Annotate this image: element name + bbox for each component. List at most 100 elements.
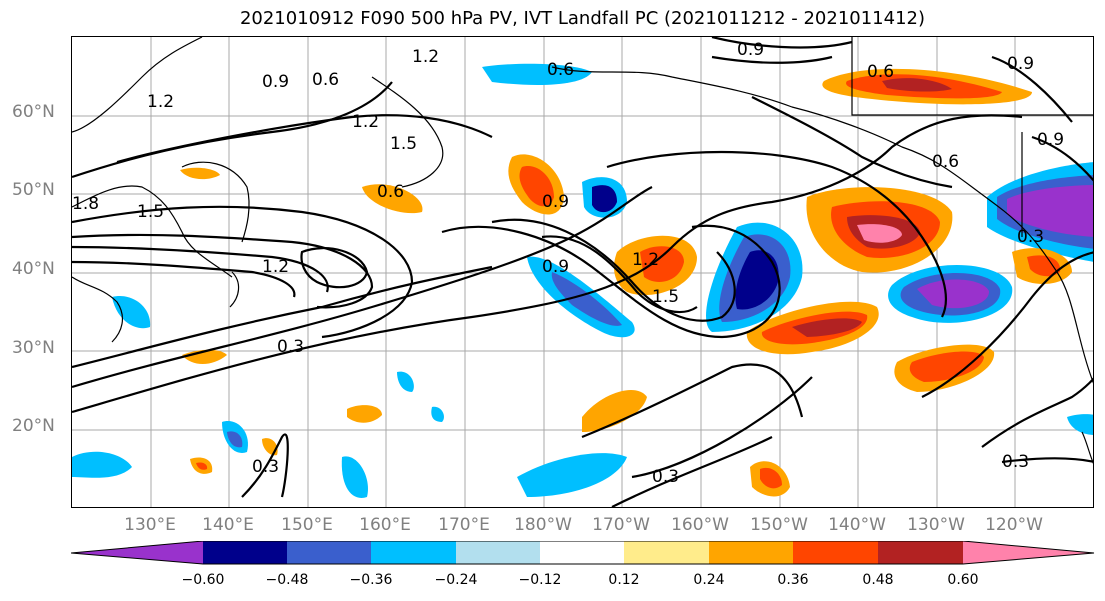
negative-anomaly	[517, 453, 627, 497]
colorbar-outline	[71, 541, 1095, 565]
negative-anomaly	[431, 406, 444, 422]
positive-anomaly	[792, 318, 862, 337]
latitude-label: 20°N	[12, 416, 55, 436]
latitude-label: 30°N	[12, 338, 55, 358]
positive-anomaly	[1027, 255, 1061, 277]
colorbar-tick-label: −0.60	[181, 572, 225, 588]
contour-label: 0.3	[252, 457, 279, 477]
colorbar-segment	[203, 541, 287, 564]
positive-anomaly	[640, 246, 684, 282]
longitude-label: 160°E	[359, 515, 411, 535]
negative-anomaly	[1067, 414, 1093, 435]
positive-anomaly	[582, 389, 647, 432]
colorbar-segment	[71, 541, 203, 564]
contour-label: 1.2	[262, 257, 289, 277]
positive-anomaly	[347, 405, 382, 423]
contour-label: 0.3	[1002, 452, 1029, 472]
longitude-label: 130°E	[124, 515, 176, 535]
contour-label: 0.9	[737, 40, 764, 60]
colorbar-tick-label: 0.60	[947, 572, 979, 588]
positive-anomaly	[882, 78, 952, 92]
contour-label: 0.9	[542, 192, 569, 212]
contour-label: 1.5	[652, 287, 679, 307]
colorbar-segment	[540, 541, 624, 564]
pv-anomaly-shading	[72, 63, 1093, 498]
positive-anomaly	[180, 167, 220, 180]
negative-anomaly	[482, 63, 592, 85]
positive-anomaly	[519, 166, 554, 207]
longitude-label: 170°W	[592, 515, 650, 535]
contour-label: 0.6	[867, 62, 894, 82]
colorbar-tick-label: −0.36	[349, 572, 393, 588]
contour-label: 0.3	[277, 337, 304, 357]
map-canvas: 1.2 0.9 0.6 0.9 0.6 0.6 0.9 1.2 1.2 1.5 …	[72, 37, 1093, 507]
colorbar-tick-label: 0.36	[777, 572, 809, 588]
contour-label: 1.2	[147, 92, 174, 112]
contour-label: 0.9	[1007, 54, 1034, 74]
longitude-label: 150°E	[281, 515, 333, 535]
contour-label: 0.6	[312, 70, 339, 90]
map-panel: 1.2 0.9 0.6 0.9 0.6 0.6 0.9 1.2 1.2 1.5 …	[71, 36, 1094, 508]
longitude-label: 140°E	[202, 515, 254, 535]
longitude-label: 140°W	[828, 515, 886, 535]
contour-label: 0.9	[1037, 130, 1064, 150]
colorbar-segment	[624, 541, 709, 564]
contour-label: 1.2	[632, 250, 659, 270]
contour-label: 1.8	[72, 194, 99, 214]
longitude-label: 170°E	[438, 515, 490, 535]
colorbar-segment	[709, 541, 793, 564]
latitude-label: 60°N	[12, 102, 55, 122]
contour-label: 0.9	[542, 257, 569, 277]
latitude-label: 50°N	[12, 180, 55, 200]
negative-anomaly	[551, 272, 622, 326]
contour-label: 0.3	[1017, 227, 1044, 247]
colorbar-tick-label: −0.12	[518, 572, 562, 588]
longitude-label: 180°W	[514, 515, 572, 535]
longitude-label: 160°W	[671, 515, 729, 535]
contour-label: 0.6	[932, 152, 959, 172]
positive-anomaly	[362, 184, 423, 214]
contour-label: 1.5	[390, 134, 417, 154]
pv-contours	[72, 37, 1093, 507]
negative-anomaly	[397, 371, 414, 392]
colorbar-tick-label: 0.48	[862, 572, 894, 588]
negative-anomaly	[227, 431, 243, 448]
colorbar-segment	[371, 541, 456, 564]
negative-anomaly	[592, 185, 617, 213]
negative-anomaly	[735, 250, 779, 310]
latitude-label: 40°N	[12, 259, 55, 279]
contour-label: 1.5	[137, 202, 164, 222]
negative-anomaly	[341, 456, 368, 498]
positive-anomaly	[909, 351, 984, 382]
contour-label-layer: 1.2 0.9 0.6 0.9 0.6 0.6 0.9 1.2 1.2 1.5 …	[72, 40, 1064, 487]
contour-label: 0.3	[652, 467, 679, 487]
negative-anomaly	[112, 296, 151, 329]
contour-label: 0.6	[547, 60, 574, 80]
longitude-label: 130°W	[907, 515, 965, 535]
colorbar-tick-label: −0.24	[434, 572, 478, 588]
positive-anomaly	[196, 462, 208, 470]
contour-label: 1.2	[412, 47, 439, 67]
longitude-label: 120°W	[985, 515, 1043, 535]
colorbar-tick-label: 0.24	[693, 572, 725, 588]
negative-anomaly	[1007, 185, 1093, 237]
contour-label: 0.9	[262, 72, 289, 92]
negative-anomaly	[917, 279, 990, 309]
positive-anomaly	[857, 224, 902, 243]
colorbar	[71, 541, 1095, 565]
contour-label: 0.6	[377, 182, 404, 202]
colorbar-tick-label: 0.12	[608, 572, 640, 588]
colorbar-segment	[793, 541, 878, 564]
colorbar-segment	[878, 541, 963, 564]
longitude-label: 150°W	[750, 515, 808, 535]
negative-anomaly	[72, 451, 132, 478]
colorbar-segment	[456, 541, 540, 564]
colorbar-tick-label: −0.48	[265, 572, 309, 588]
colorbar-segment	[963, 541, 1094, 564]
positive-anomaly	[262, 438, 278, 456]
map-title: 2021010912 F090 500 hPa PV, IVT Landfall…	[239, 8, 926, 29]
contour-label: 1.2	[352, 112, 379, 132]
colorbar-segment	[287, 541, 371, 564]
positive-anomaly	[760, 467, 782, 489]
coastlines	[72, 37, 1093, 465]
